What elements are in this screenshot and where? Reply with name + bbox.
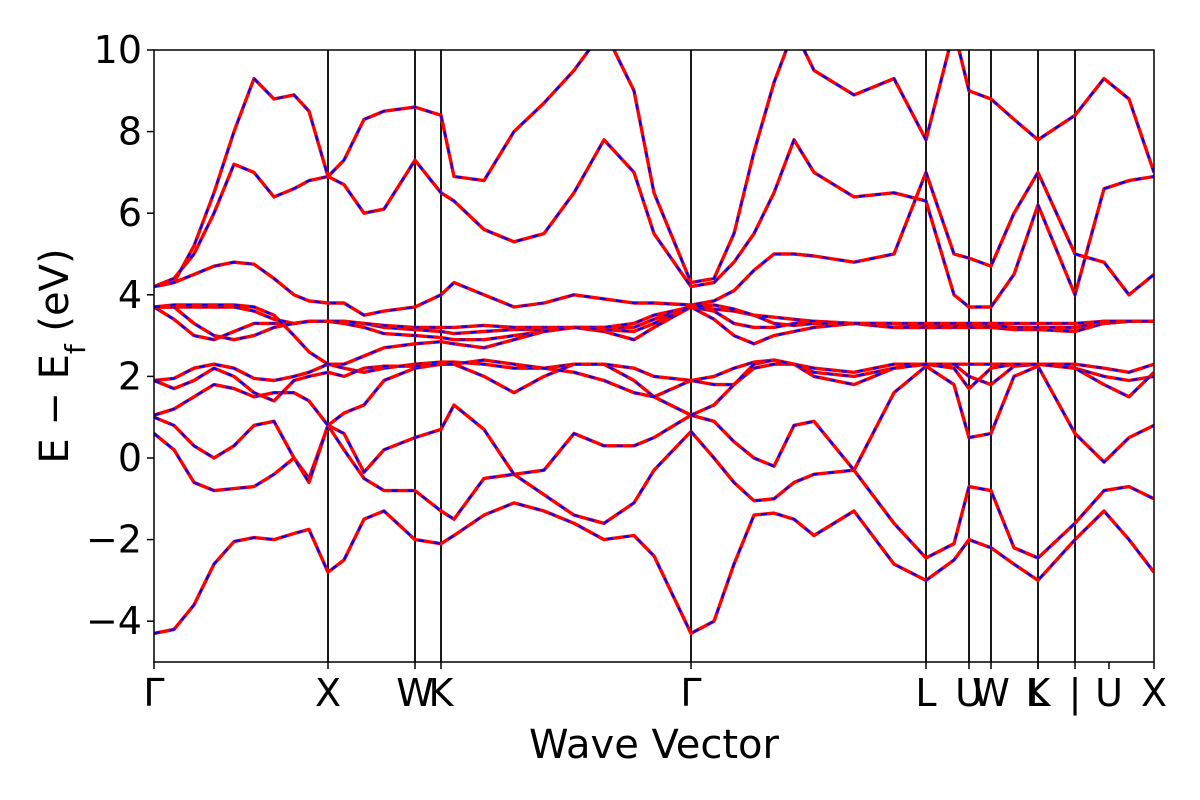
band-1-solid — [154, 423, 1154, 560]
band-0-dashed — [154, 501, 1154, 635]
y-tick-label: 10 — [94, 28, 142, 72]
band-3-dashed — [154, 363, 1154, 427]
band-12-solid — [154, 50, 1154, 289]
high-symmetry-lines — [327, 50, 1076, 662]
band-2-dashed — [154, 365, 1154, 484]
x-tick-label: X — [1141, 671, 1167, 715]
band-2-solid — [154, 364, 1154, 485]
band-lines — [154, 50, 1154, 636]
x-tick-label: K — [1026, 671, 1052, 715]
x-tick-label: L — [915, 671, 936, 715]
band-11-dashed — [154, 138, 1154, 309]
y-axis-ticks: −4 −2 0 2 4 6 8 10 — [86, 28, 154, 643]
y-tick-label: −2 — [86, 518, 142, 562]
y-tick-label: 8 — [118, 110, 142, 154]
x-tick-label: Γ — [143, 671, 164, 715]
x-tick-label: U — [1095, 671, 1123, 715]
y-tick-label: 6 — [118, 191, 142, 235]
y-tick-label: 0 — [118, 436, 142, 480]
band-4-dashed — [154, 359, 1154, 382]
y-axis-title-subscript: f — [59, 343, 92, 354]
band-5-solid — [154, 358, 1154, 403]
x-tick-label: K — [429, 671, 455, 715]
band-11-solid — [154, 138, 1154, 309]
y-axis-title: E − Ef (eV) — [32, 248, 92, 463]
band-12-dashed — [154, 50, 1154, 288]
band-1-dashed — [154, 424, 1154, 560]
x-axis-title: Wave Vector — [529, 722, 780, 768]
x-axis-ticks: Γ X WK Γ L UW KL | U X — [143, 662, 1167, 716]
band-9-dashed — [154, 303, 1154, 366]
band-7-dashed — [154, 305, 1154, 341]
y-axis-title-main: E − E — [32, 354, 78, 464]
y-tick-label: 2 — [118, 354, 142, 398]
x-tick-label: W — [972, 671, 1010, 715]
y-axis-title-unit: (eV) — [32, 248, 78, 344]
x-tick-label: U — [955, 671, 983, 715]
x-tick-label: W — [396, 671, 434, 715]
y-tick-label: 4 — [118, 273, 142, 317]
x-tick-label: X — [315, 671, 341, 715]
x-tick-label: L — [1027, 671, 1048, 715]
x-tick-label: Γ — [680, 671, 701, 715]
band-10-dashed — [154, 171, 1154, 317]
plot-frame — [153, 49, 1155, 663]
y-tick-label: −4 — [86, 599, 142, 643]
x-tick-label: | — [1069, 671, 1082, 716]
